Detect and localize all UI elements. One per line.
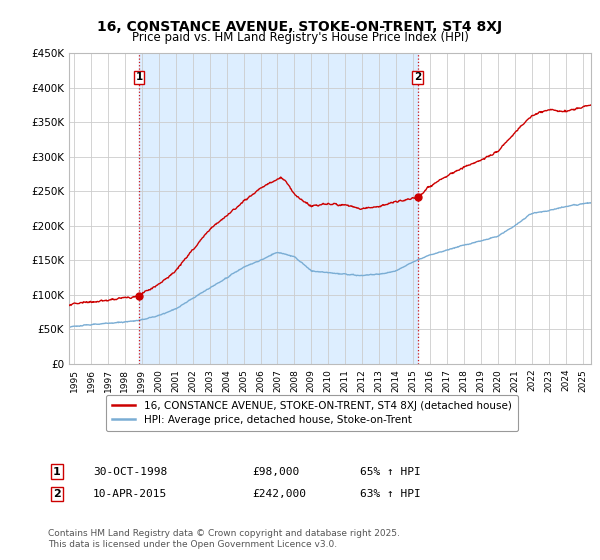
Text: 65% ↑ HPI: 65% ↑ HPI [360, 466, 421, 477]
Text: 1: 1 [136, 72, 143, 82]
Bar [139, 53, 418, 364]
Text: 2: 2 [414, 72, 421, 82]
Text: 63% ↑ HPI: 63% ↑ HPI [360, 489, 421, 499]
Text: 10-APR-2015: 10-APR-2015 [93, 489, 167, 499]
Legend: 16, CONSTANCE AVENUE, STOKE-ON-TRENT, ST4 8XJ (detached house), HPI: Average pri: 16, CONSTANCE AVENUE, STOKE-ON-TRENT, ST… [106, 395, 518, 431]
Text: £242,000: £242,000 [252, 489, 306, 499]
Text: Price paid vs. HM Land Registry's House Price Index (HPI): Price paid vs. HM Land Registry's House … [131, 31, 469, 44]
Text: 30-OCT-1998: 30-OCT-1998 [93, 466, 167, 477]
Text: 16, CONSTANCE AVENUE, STOKE-ON-TRENT, ST4 8XJ: 16, CONSTANCE AVENUE, STOKE-ON-TRENT, ST… [97, 20, 503, 34]
Text: £98,000: £98,000 [252, 466, 299, 477]
Text: 2: 2 [53, 489, 61, 499]
Text: Contains HM Land Registry data © Crown copyright and database right 2025.
This d: Contains HM Land Registry data © Crown c… [48, 529, 400, 549]
Text: 1: 1 [53, 466, 61, 477]
